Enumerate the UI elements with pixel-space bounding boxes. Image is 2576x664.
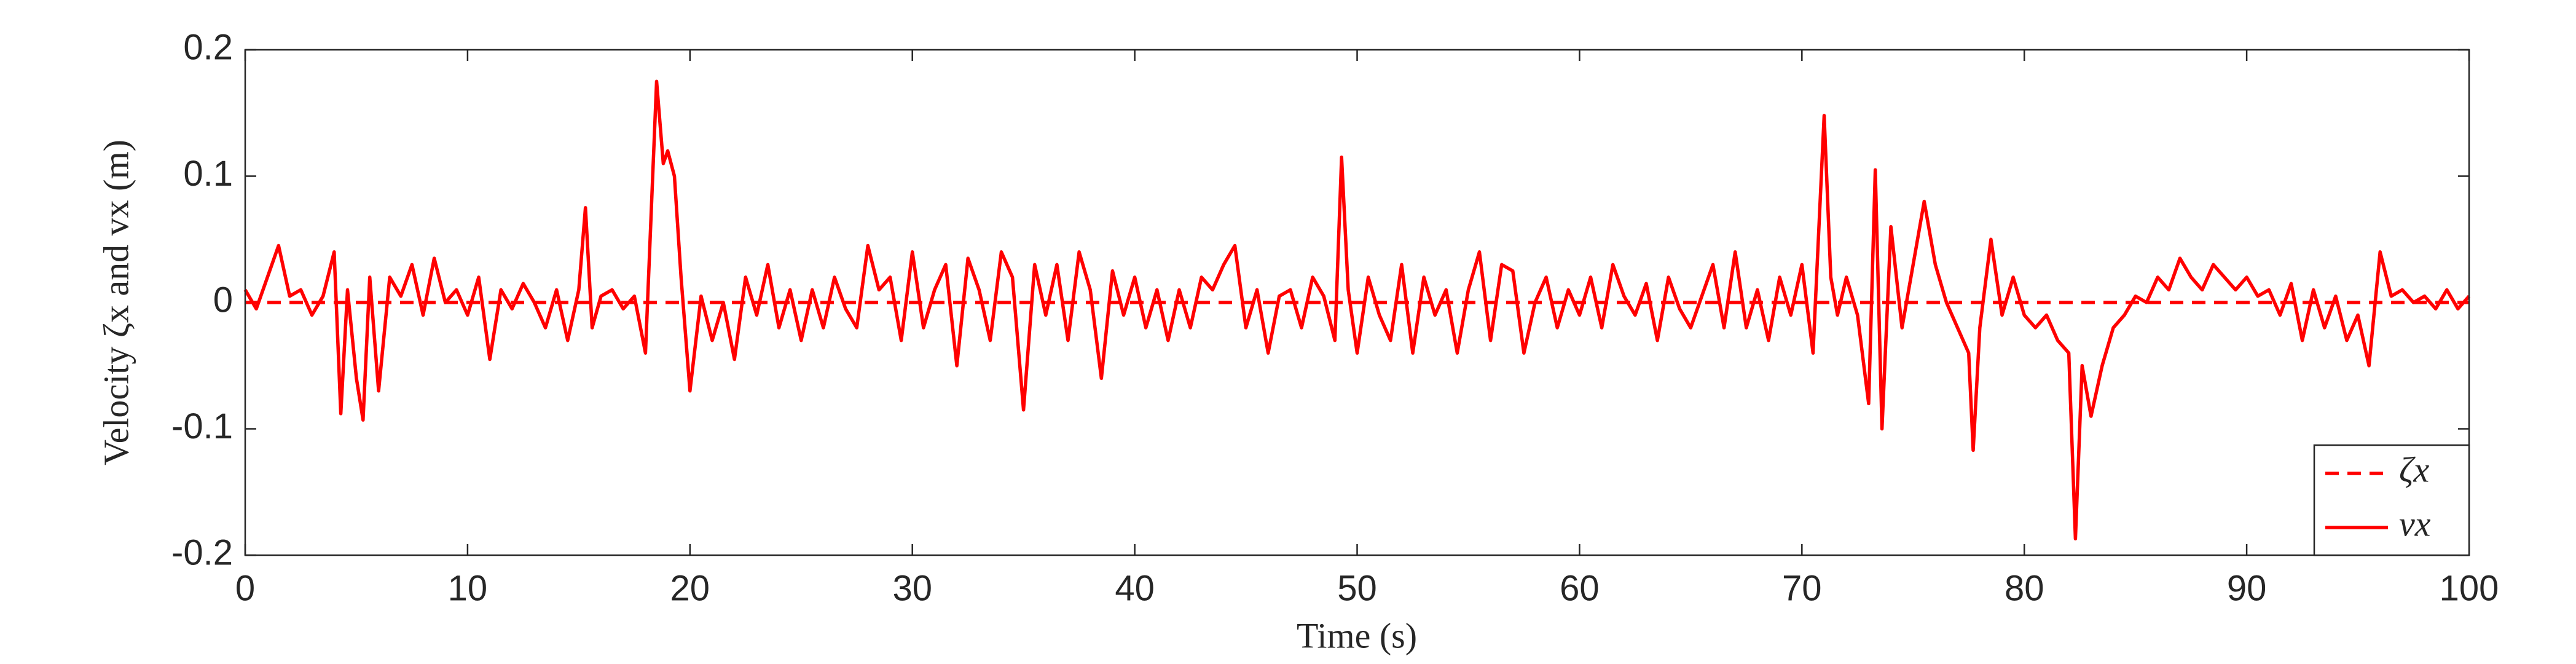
x-tick-label: 40 — [1115, 568, 1155, 608]
y-tick-label: 0.2 — [183, 27, 233, 67]
x-tick-label: 80 — [2005, 568, 2044, 608]
x-tick-label: 50 — [1337, 568, 1377, 608]
legend-label: ζx — [2399, 449, 2429, 489]
x-tick-label: 70 — [1782, 568, 1822, 608]
line — [243, 79, 2471, 541]
x-tick-label: 60 — [1560, 568, 1600, 608]
x-tick-label: 0 — [235, 568, 255, 608]
x-tick-label: 100 — [2440, 568, 2499, 608]
legend-label: vx — [2399, 504, 2431, 543]
x-axis-label: Time (s) — [1297, 615, 1417, 655]
y-axis-label: Velocity ζx and vx (m) — [96, 140, 136, 465]
y-tick-label: 0 — [213, 280, 233, 320]
y-tick-label: 0.1 — [183, 154, 233, 194]
axes-box — [244, 49, 2470, 556]
x-tick-label: 90 — [2227, 568, 2267, 608]
x-tick-label: 10 — [448, 568, 488, 608]
x-tick-label: 20 — [670, 568, 710, 608]
y-tick-label: -0.2 — [171, 532, 233, 572]
y-tick-label: -0.1 — [171, 406, 233, 446]
x-tick-label: 30 — [892, 568, 932, 608]
legend-box — [2313, 444, 2470, 556]
